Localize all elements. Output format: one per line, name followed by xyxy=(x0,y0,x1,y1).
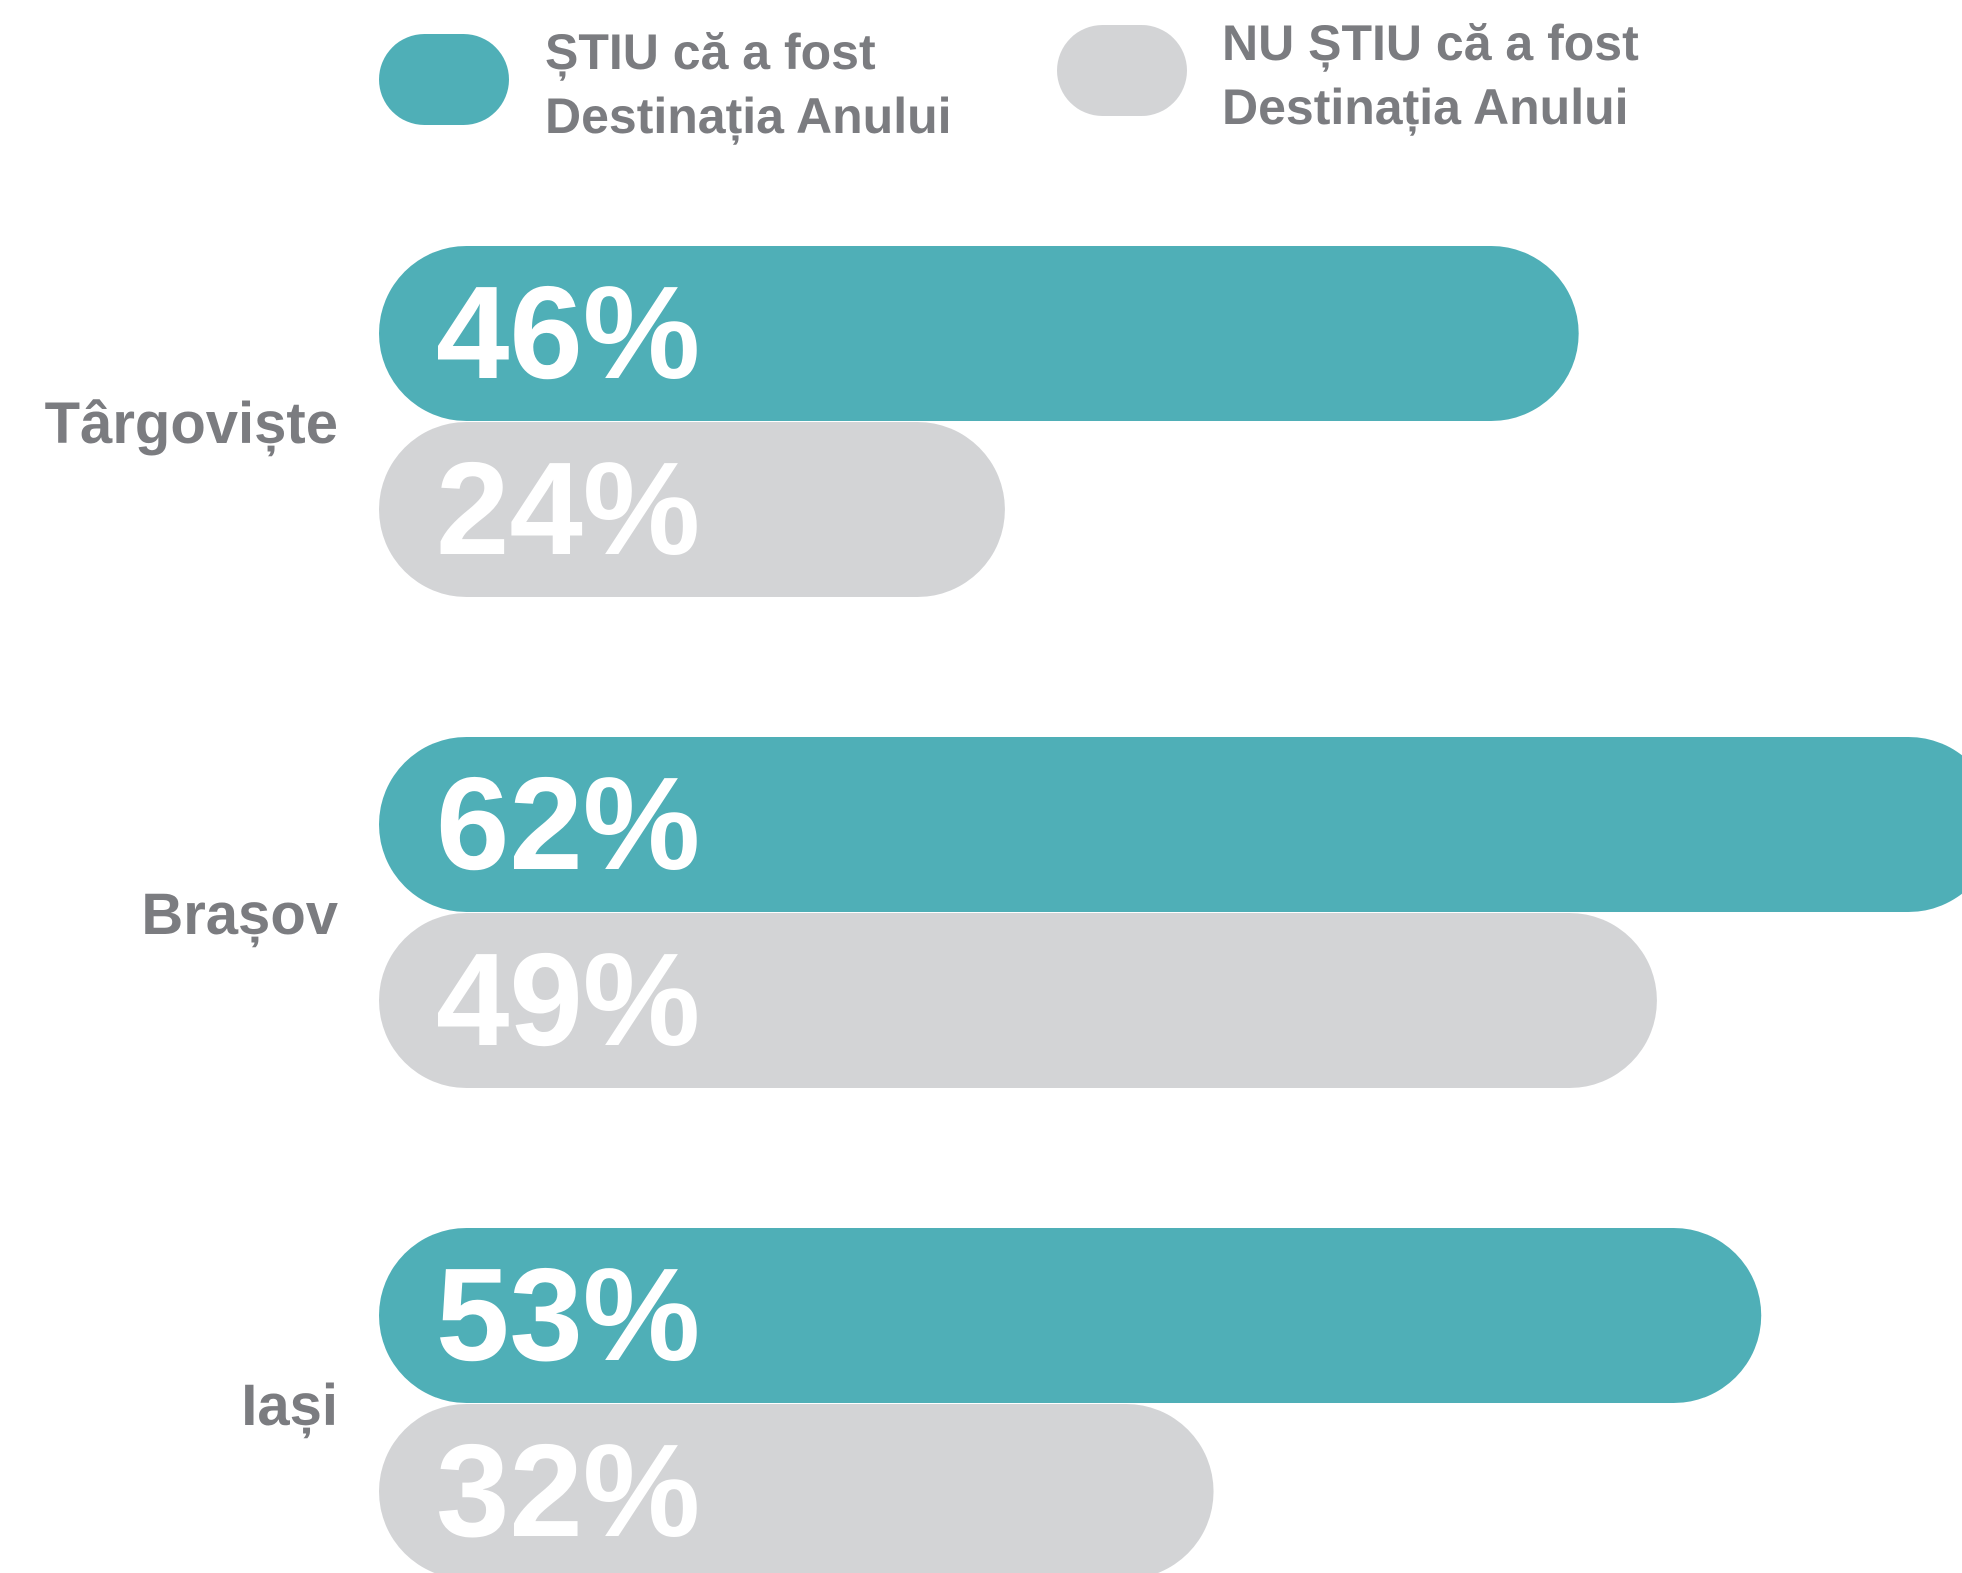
category-label: Iași xyxy=(241,1373,338,1439)
legend-label: NU ȘTIU că a fost Destinația Anului xyxy=(1222,15,1639,135)
value-label: 46% xyxy=(436,259,700,406)
category-label: Brașov xyxy=(141,882,338,948)
value-label: 24% xyxy=(436,435,700,582)
value-label: 32% xyxy=(436,1417,700,1564)
value-label: 53% xyxy=(436,1241,700,1388)
bar xyxy=(379,1404,1214,1573)
category-label: Târgoviște xyxy=(45,391,338,457)
legend-swatch xyxy=(379,34,509,125)
bar xyxy=(379,246,1579,421)
bar xyxy=(379,1228,1762,1403)
bar xyxy=(379,422,1005,597)
legend-swatch xyxy=(1057,25,1187,116)
value-label: 49% xyxy=(436,926,700,1073)
bar xyxy=(379,913,1657,1088)
bar xyxy=(379,737,1962,912)
legend-label: ȘTIU că a fost Destinația Anului xyxy=(545,24,952,144)
value-label: 62% xyxy=(436,750,700,897)
